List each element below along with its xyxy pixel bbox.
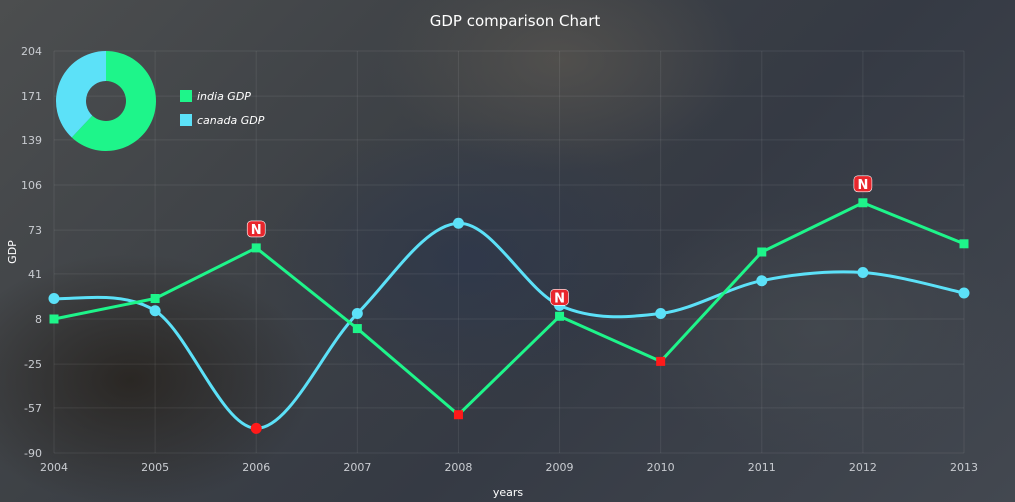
- y-tick-label: -25: [24, 358, 42, 371]
- x-tick-label: 2009: [546, 461, 574, 474]
- legend-label: canada GDP: [197, 114, 265, 127]
- chart-title: GDP comparison Chart: [430, 12, 601, 30]
- y-tick-label: 204: [21, 45, 42, 58]
- note-marker[interactable]: N: [854, 176, 872, 193]
- legend-label: india GDP: [197, 90, 251, 103]
- y-axis-title: GDP: [6, 240, 19, 264]
- note-label: N: [857, 178, 868, 193]
- data-point[interactable]: [252, 243, 261, 252]
- y-tick-label: 73: [28, 224, 42, 237]
- note-label: N: [251, 223, 262, 238]
- x-tick-label: 2011: [748, 461, 776, 474]
- y-tick-label: 139: [21, 134, 42, 147]
- data-point[interactable]: [453, 218, 464, 229]
- data-point[interactable]: [960, 239, 969, 248]
- note-marker[interactable]: N: [247, 221, 265, 238]
- data-point[interactable]: [251, 423, 262, 434]
- series-layer: N N N: [49, 176, 970, 434]
- x-axis: 2004 2005 2006 2007 2008 2009 2010 2011 2012 2013: [40, 461, 978, 474]
- y-tick-label: -57: [24, 402, 42, 415]
- grid-layer: [54, 51, 964, 453]
- data-point[interactable]: [352, 308, 363, 319]
- y-tick-label: -90: [24, 447, 42, 460]
- legend-swatch: [180, 90, 192, 102]
- x-axis-title: years: [493, 486, 524, 499]
- y-tick-label: 106: [21, 179, 42, 192]
- note-marker[interactable]: N: [551, 289, 569, 306]
- data-point[interactable]: [655, 308, 666, 319]
- legend-swatch: [180, 114, 192, 126]
- x-tick-label: 2006: [242, 461, 270, 474]
- legend-item[interactable]: india GDP: [180, 90, 251, 103]
- x-tick-label: 2013: [950, 461, 978, 474]
- series-line: [54, 223, 964, 428]
- data-point[interactable]: [150, 305, 161, 316]
- x-tick-label: 2008: [444, 461, 472, 474]
- data-point[interactable]: [454, 410, 463, 419]
- data-point[interactable]: [959, 288, 970, 299]
- x-tick-label: 2004: [40, 461, 68, 474]
- data-point[interactable]: [858, 198, 867, 207]
- data-point[interactable]: [857, 267, 868, 278]
- series-canada-gdp: [49, 218, 970, 434]
- series-india-gdp: [50, 198, 969, 419]
- donut-chart: [56, 51, 156, 151]
- note-label: N: [554, 291, 565, 306]
- data-point[interactable]: [756, 275, 767, 286]
- x-tick-label: 2012: [849, 461, 877, 474]
- data-point[interactable]: [151, 294, 160, 303]
- y-tick-label: 41: [28, 268, 42, 281]
- x-tick-label: 2005: [141, 461, 169, 474]
- data-point[interactable]: [49, 293, 60, 304]
- y-tick-label: 171: [21, 90, 42, 103]
- data-point[interactable]: [50, 315, 59, 324]
- data-point[interactable]: [656, 357, 665, 366]
- y-tick-label: 8: [35, 313, 42, 326]
- x-tick-label: 2010: [647, 461, 675, 474]
- data-point[interactable]: [757, 248, 766, 257]
- data-point[interactable]: [353, 324, 362, 333]
- data-point[interactable]: [555, 312, 564, 321]
- x-tick-label: 2007: [343, 461, 371, 474]
- legend: india GDP canada GDP: [180, 90, 265, 127]
- series-line: [54, 203, 964, 415]
- legend-item[interactable]: canada GDP: [180, 114, 265, 127]
- y-axis: -90 -57 -25 8 41 73 106 139 171 204: [21, 45, 42, 460]
